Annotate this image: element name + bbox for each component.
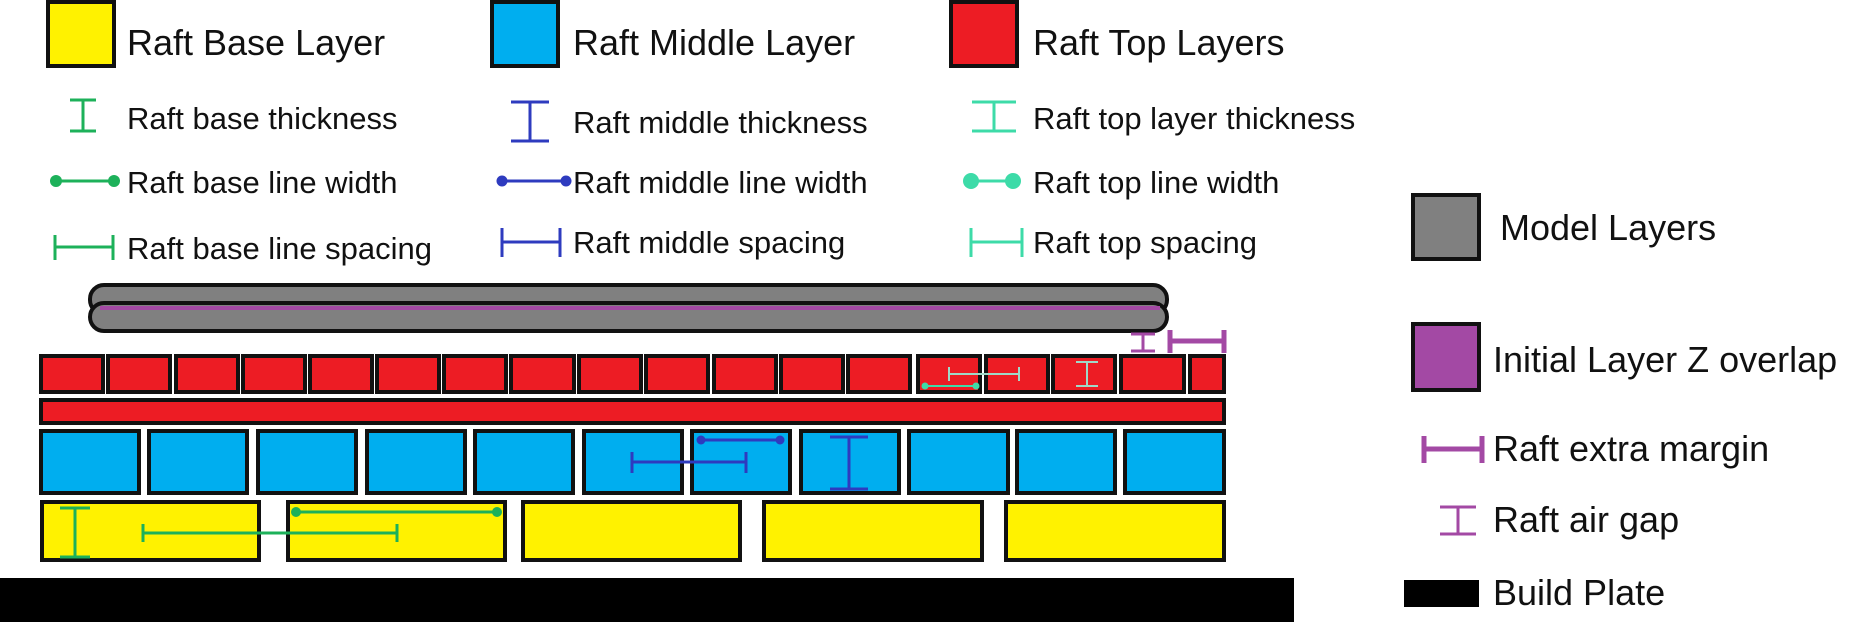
legend-top-layers: Raft Top Layers: [1033, 22, 1284, 63]
base-spacing-icon: [53, 235, 115, 260]
extra-margin-marker: [1167, 330, 1227, 353]
extra-margin-icon: [1421, 436, 1485, 463]
legend-base-line-width: Raft base line width: [127, 165, 398, 200]
raft-middle-layer: [39, 429, 1226, 495]
middle-line: [39, 429, 141, 495]
swatch-initial-overlap: [1411, 322, 1481, 392]
base-thickness-marker: [60, 506, 90, 559]
swatch-model-layers: [1411, 193, 1481, 261]
top-line: [779, 354, 845, 394]
top-line: [106, 354, 172, 394]
middle-line-width-icon: [496, 175, 572, 187]
middle-line-width-marker: [696, 435, 785, 445]
swatch-build-plate: [1404, 580, 1479, 607]
swatch-base-layer: [46, 0, 116, 68]
middle-thickness-icon: [511, 100, 549, 143]
middle-line: [365, 429, 467, 495]
air-gap-marker: [1131, 332, 1155, 353]
base-line: [40, 500, 261, 562]
top-line-width-marker: [921, 382, 980, 390]
top-line: [1188, 354, 1226, 394]
top-thickness-icon: [972, 100, 1016, 133]
legend-base-spacing: Raft base line spacing: [127, 231, 432, 266]
base-line: [762, 500, 984, 562]
legend-base-layer: Raft Base Layer: [127, 22, 385, 63]
top-spacing-icon: [969, 228, 1024, 257]
raft-base-layer: [40, 500, 1226, 562]
top-spacing-marker: [948, 367, 1020, 381]
base-line-width-marker: [291, 507, 502, 517]
middle-line: [1015, 429, 1117, 495]
top-line: [712, 354, 778, 394]
model-layers: [88, 283, 1169, 333]
top-line: [442, 354, 508, 394]
top-line-width-icon: [963, 173, 1021, 189]
swatch-top-layers: [949, 0, 1019, 68]
legend-model-layers: Model Layers: [1500, 207, 1716, 248]
legend-base-thickness: Raft base thickness: [127, 101, 398, 136]
top-solid-layer: [39, 398, 1226, 425]
legend-middle-thickness: Raft middle thickness: [573, 105, 868, 140]
swatch-middle-layer: [490, 0, 560, 68]
top-line: [577, 354, 643, 394]
top-line: [241, 354, 307, 394]
top-line: [375, 354, 441, 394]
legend-middle-layer: Raft Middle Layer: [573, 22, 855, 63]
top-line: [846, 354, 912, 394]
top-thickness-marker: [1076, 361, 1098, 387]
top-line: [644, 354, 710, 394]
top-line: [1119, 354, 1186, 394]
top-line: [308, 354, 374, 394]
base-spacing-marker: [141, 524, 399, 542]
base-line: [521, 500, 742, 562]
base-line: [1004, 500, 1226, 562]
middle-spacing-icon: [500, 228, 562, 257]
middle-line: [907, 429, 1010, 495]
top-line: [39, 354, 105, 394]
legend-middle-spacing: Raft middle spacing: [573, 225, 845, 260]
base-thickness-icon: [70, 98, 96, 133]
legend-middle-line-width: Raft middle line width: [573, 165, 868, 200]
legend-top-thickness: Raft top layer thickness: [1033, 101, 1355, 136]
legend-air-gap: Raft air gap: [1493, 499, 1679, 540]
middle-spacing-marker: [630, 452, 748, 473]
legend-initial-overlap: Initial Layer Z overlap: [1493, 339, 1837, 380]
legend-top-line-width: Raft top line width: [1033, 165, 1279, 200]
raft-top-layers: [39, 354, 1226, 425]
middle-line: [1123, 429, 1226, 495]
middle-line: [256, 429, 358, 495]
build-plate: [0, 578, 1294, 622]
air-gap-icon: [1440, 505, 1476, 536]
legend-top-spacing: Raft top spacing: [1033, 225, 1257, 260]
middle-line: [473, 429, 575, 495]
middle-thickness-marker: [830, 435, 868, 491]
top-line: [174, 354, 240, 394]
middle-line: [147, 429, 249, 495]
top-line: [509, 354, 576, 394]
base-line-width-icon: [50, 175, 120, 187]
legend-extra-margin: Raft extra margin: [1493, 428, 1769, 469]
legend-build-plate: Build Plate: [1493, 572, 1665, 613]
